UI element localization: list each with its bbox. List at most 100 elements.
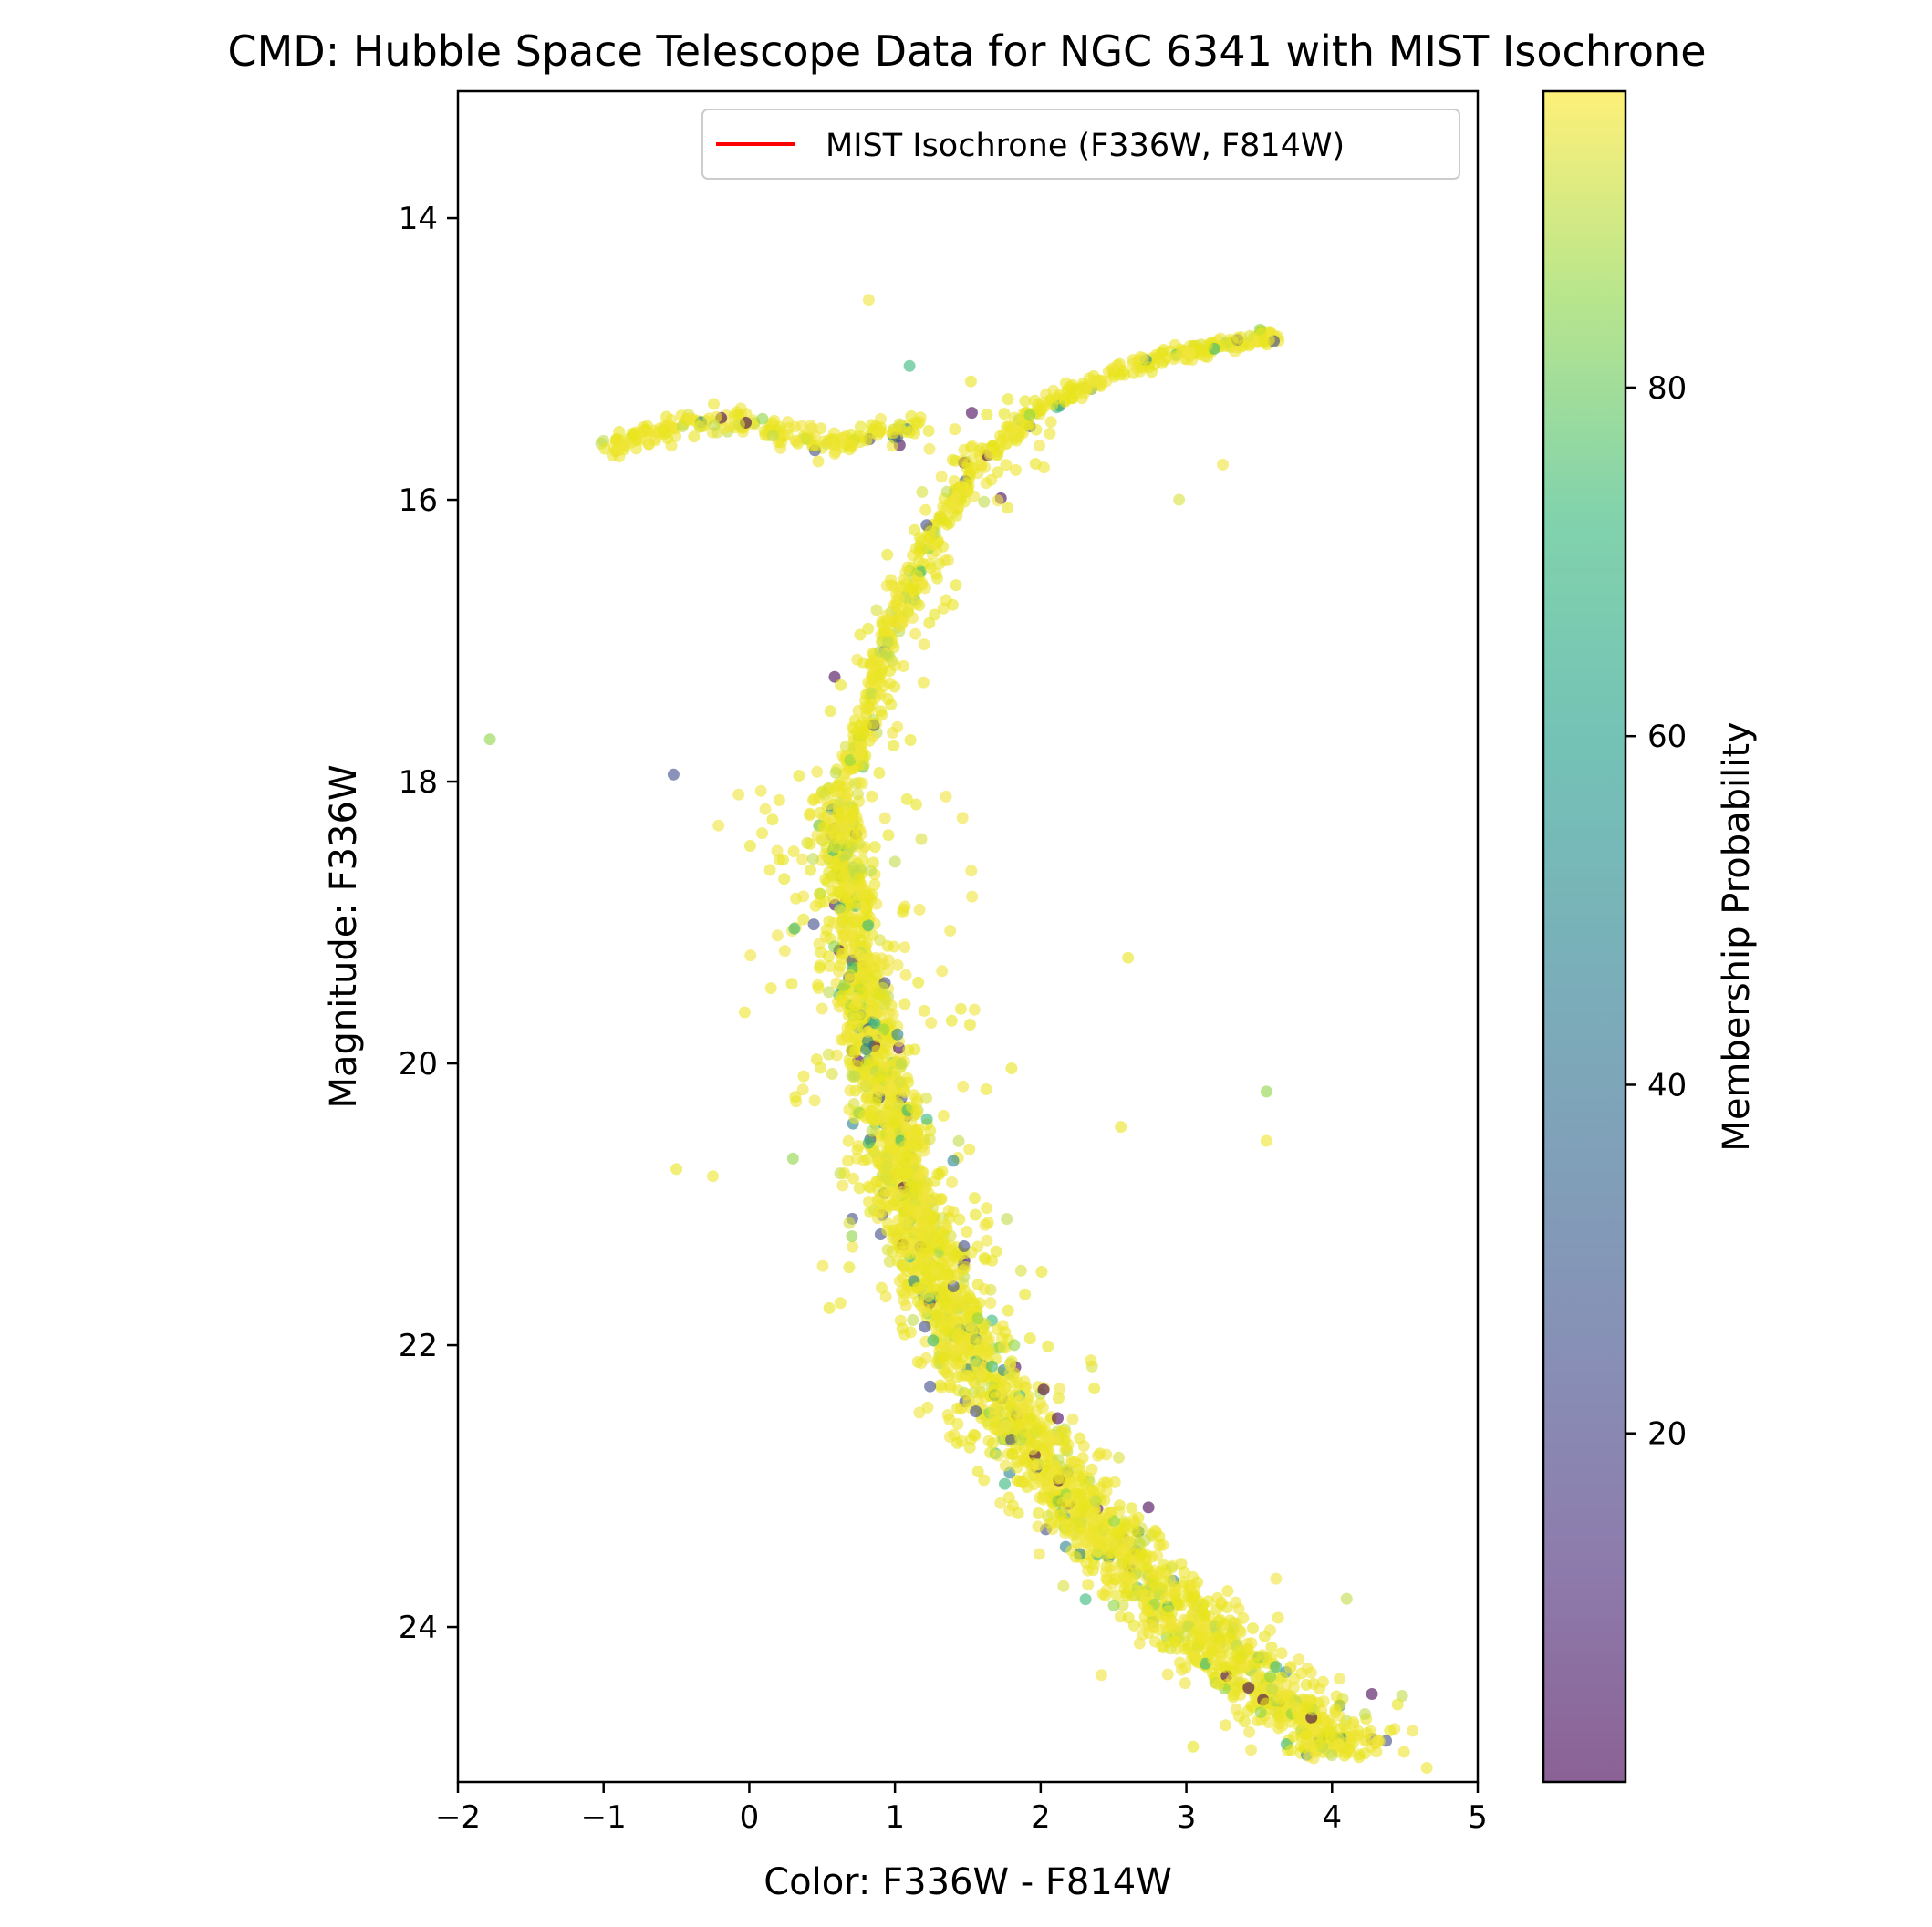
data-point — [804, 809, 816, 822]
data-point — [939, 1298, 951, 1311]
data-point — [982, 1217, 994, 1229]
data-point — [1334, 1673, 1345, 1685]
data-point — [764, 982, 777, 995]
data-point — [844, 969, 857, 981]
data-point — [931, 1194, 943, 1207]
data-point — [900, 793, 913, 805]
data-point — [868, 841, 881, 854]
data-point — [1073, 1463, 1085, 1476]
data-point — [884, 677, 896, 689]
data-point — [805, 422, 818, 435]
data-point — [1133, 1537, 1146, 1549]
data-point — [909, 798, 922, 811]
data-point — [1140, 1604, 1153, 1617]
data-point — [665, 440, 678, 452]
data-point — [1137, 1628, 1149, 1641]
data-point — [899, 1300, 912, 1312]
data-point — [857, 987, 870, 999]
data-point — [920, 1113, 933, 1125]
data-point — [1189, 1652, 1202, 1665]
data-point — [1200, 339, 1213, 352]
data-point — [852, 749, 865, 761]
data-point — [838, 1167, 851, 1179]
data-point — [1183, 346, 1196, 357]
data-point — [836, 891, 849, 903]
data-point — [937, 1109, 950, 1122]
data-point — [1044, 416, 1057, 429]
data-point — [1141, 1562, 1154, 1575]
data-point — [778, 945, 791, 958]
data-point — [960, 1312, 972, 1325]
data-point — [1007, 422, 1020, 435]
data-point — [1260, 1134, 1272, 1147]
data-point — [1358, 1708, 1371, 1720]
data-point — [856, 430, 868, 443]
data-point — [888, 855, 901, 868]
data-point — [807, 918, 820, 931]
data-point — [865, 1112, 878, 1124]
data-point — [1069, 1550, 1082, 1563]
data-point — [875, 689, 888, 701]
data-point — [1349, 1730, 1361, 1742]
data-point — [981, 409, 993, 421]
data-point — [1366, 1688, 1378, 1700]
data-point — [1276, 1719, 1289, 1732]
data-point — [785, 978, 798, 990]
data-point — [834, 1297, 847, 1310]
data-point — [937, 514, 950, 527]
data-point — [956, 812, 969, 824]
data-point — [1018, 1452, 1030, 1464]
x-tick-label: 3 — [1177, 1799, 1197, 1836]
data-point — [1214, 1632, 1227, 1645]
data-point — [793, 770, 805, 782]
data-point — [841, 848, 854, 861]
data-point — [1133, 1637, 1146, 1650]
data-point — [899, 1121, 912, 1134]
data-point — [1030, 423, 1043, 436]
data-point — [1069, 1505, 1082, 1517]
data-point — [949, 423, 961, 436]
data-point — [851, 1144, 864, 1156]
data-point — [1340, 1592, 1353, 1605]
data-point — [924, 525, 937, 538]
data-point — [1117, 1599, 1129, 1611]
data-point — [1065, 1476, 1077, 1488]
data-point — [1283, 1695, 1296, 1708]
data-point — [860, 1064, 873, 1077]
data-point — [1088, 1383, 1101, 1394]
data-point — [1042, 1340, 1054, 1352]
data-point — [1212, 1678, 1225, 1691]
data-point — [992, 466, 1004, 479]
data-point — [1037, 461, 1050, 474]
data-point — [910, 1124, 923, 1137]
data-point — [886, 440, 898, 452]
data-point — [836, 833, 849, 845]
data-point — [1003, 1367, 1016, 1380]
data-point — [980, 1083, 992, 1095]
colorbar — [1543, 91, 1626, 1782]
data-point — [918, 638, 930, 651]
data-point — [824, 705, 836, 718]
data-point — [964, 375, 977, 388]
y-tick-label: 18 — [399, 764, 438, 801]
data-point — [626, 428, 639, 440]
data-point — [1014, 1264, 1027, 1277]
data-point — [834, 904, 847, 917]
data-point — [1034, 440, 1045, 452]
data-point — [1054, 1472, 1066, 1484]
data-point — [1048, 1459, 1061, 1472]
data-point — [1060, 1524, 1073, 1537]
data-point — [1316, 1675, 1329, 1688]
data-point — [1207, 1653, 1220, 1666]
data-point — [942, 1369, 955, 1382]
data-point — [888, 739, 900, 751]
data-point — [904, 1138, 916, 1151]
data-point — [899, 566, 912, 578]
colorbar-tick-label: 40 — [1647, 1067, 1687, 1103]
data-point — [1148, 1574, 1160, 1587]
data-point — [983, 1344, 996, 1357]
data-point — [836, 1179, 849, 1192]
data-point — [836, 994, 849, 1007]
data-point — [796, 1083, 809, 1096]
data-point — [875, 705, 888, 718]
